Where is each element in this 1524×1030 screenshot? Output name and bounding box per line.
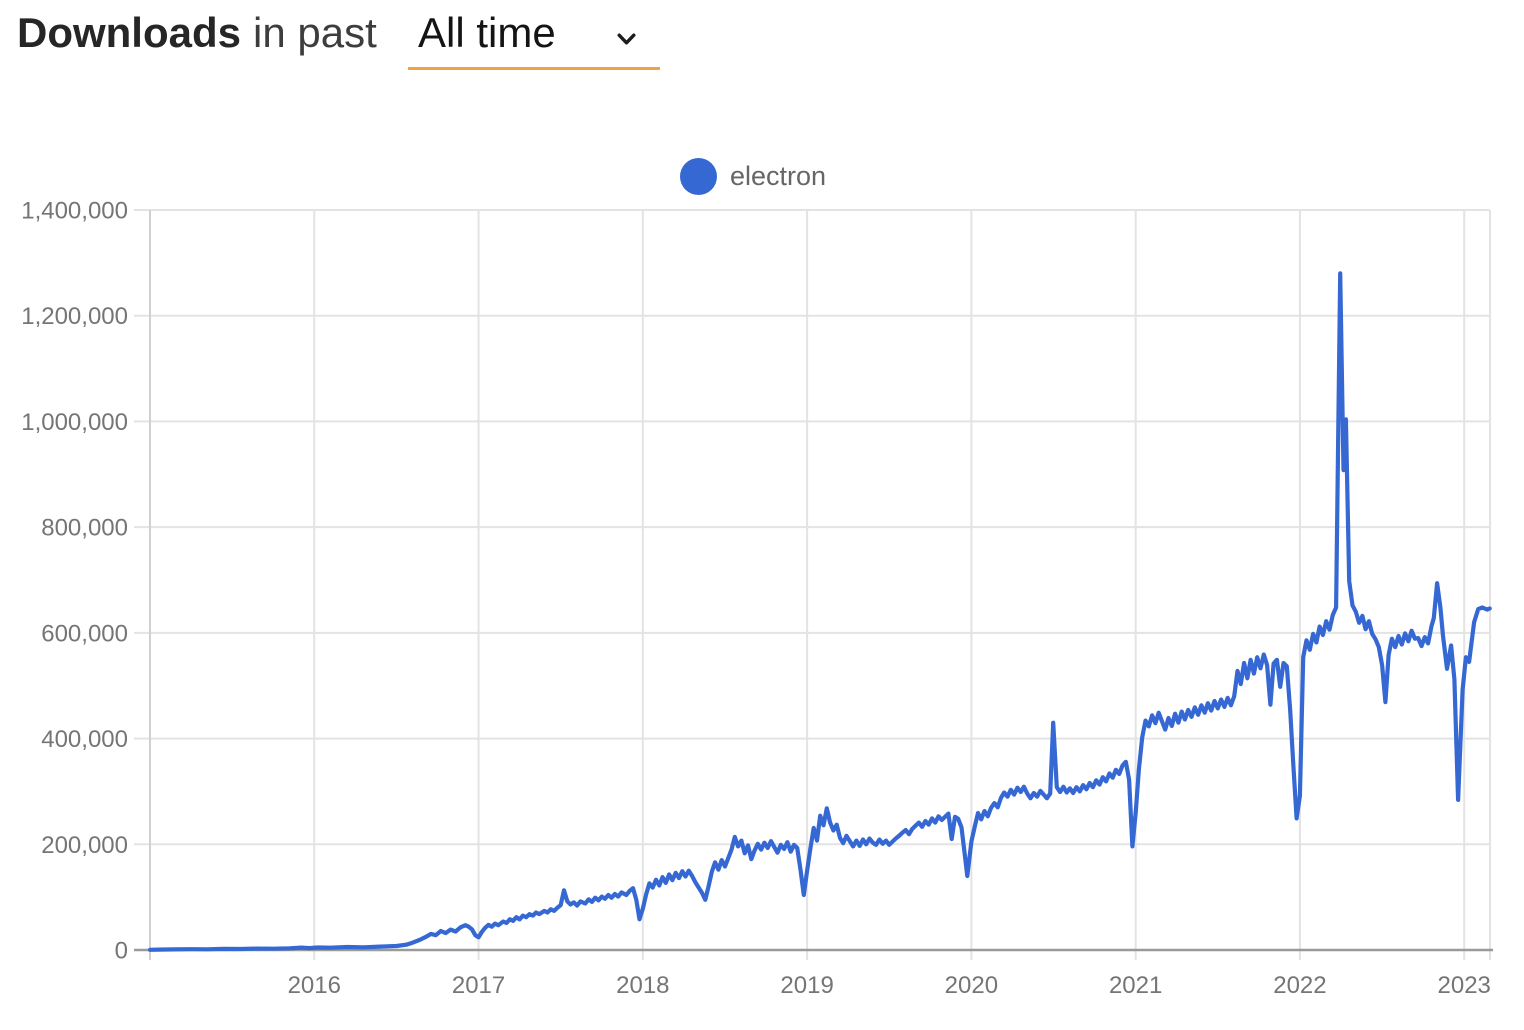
legend: electron (680, 158, 826, 195)
x-tick-label: 2018 (616, 972, 669, 999)
x-tick-label: 2022 (1273, 972, 1326, 999)
x-tick-label: 2017 (452, 972, 505, 999)
period-select-value: All time (418, 9, 556, 56)
series-line-electron (147, 271, 1492, 952)
y-tick-label: 800,000 (41, 515, 128, 542)
x-tick-label: 2019 (780, 972, 833, 999)
x-tick-label: 2020 (945, 972, 998, 999)
x-tick-label: 2021 (1109, 972, 1162, 999)
y-tick-label: 200,000 (41, 832, 128, 859)
x-tick-label: 2016 (288, 972, 341, 999)
page-title: Downloads (17, 9, 242, 56)
chevron-down-icon (617, 33, 636, 45)
page-header: Downloads in past (17, 12, 377, 54)
y-tick-label: 400,000 (41, 726, 128, 753)
y-tick-label: 0 (115, 938, 128, 965)
x-tick-label: 2023 (1438, 972, 1491, 999)
y-tick-label: 1,200,000 (21, 303, 128, 330)
page-title-suffix: in past (253, 9, 377, 56)
y-tick-label: 600,000 (41, 620, 128, 647)
y-tick-label: 1,400,000 (21, 198, 128, 225)
y-tick-label: 1,000,000 (21, 409, 128, 436)
legend-dot-icon (680, 158, 717, 195)
period-select[interactable]: All time (408, 12, 660, 70)
legend-label: electron (730, 161, 827, 191)
